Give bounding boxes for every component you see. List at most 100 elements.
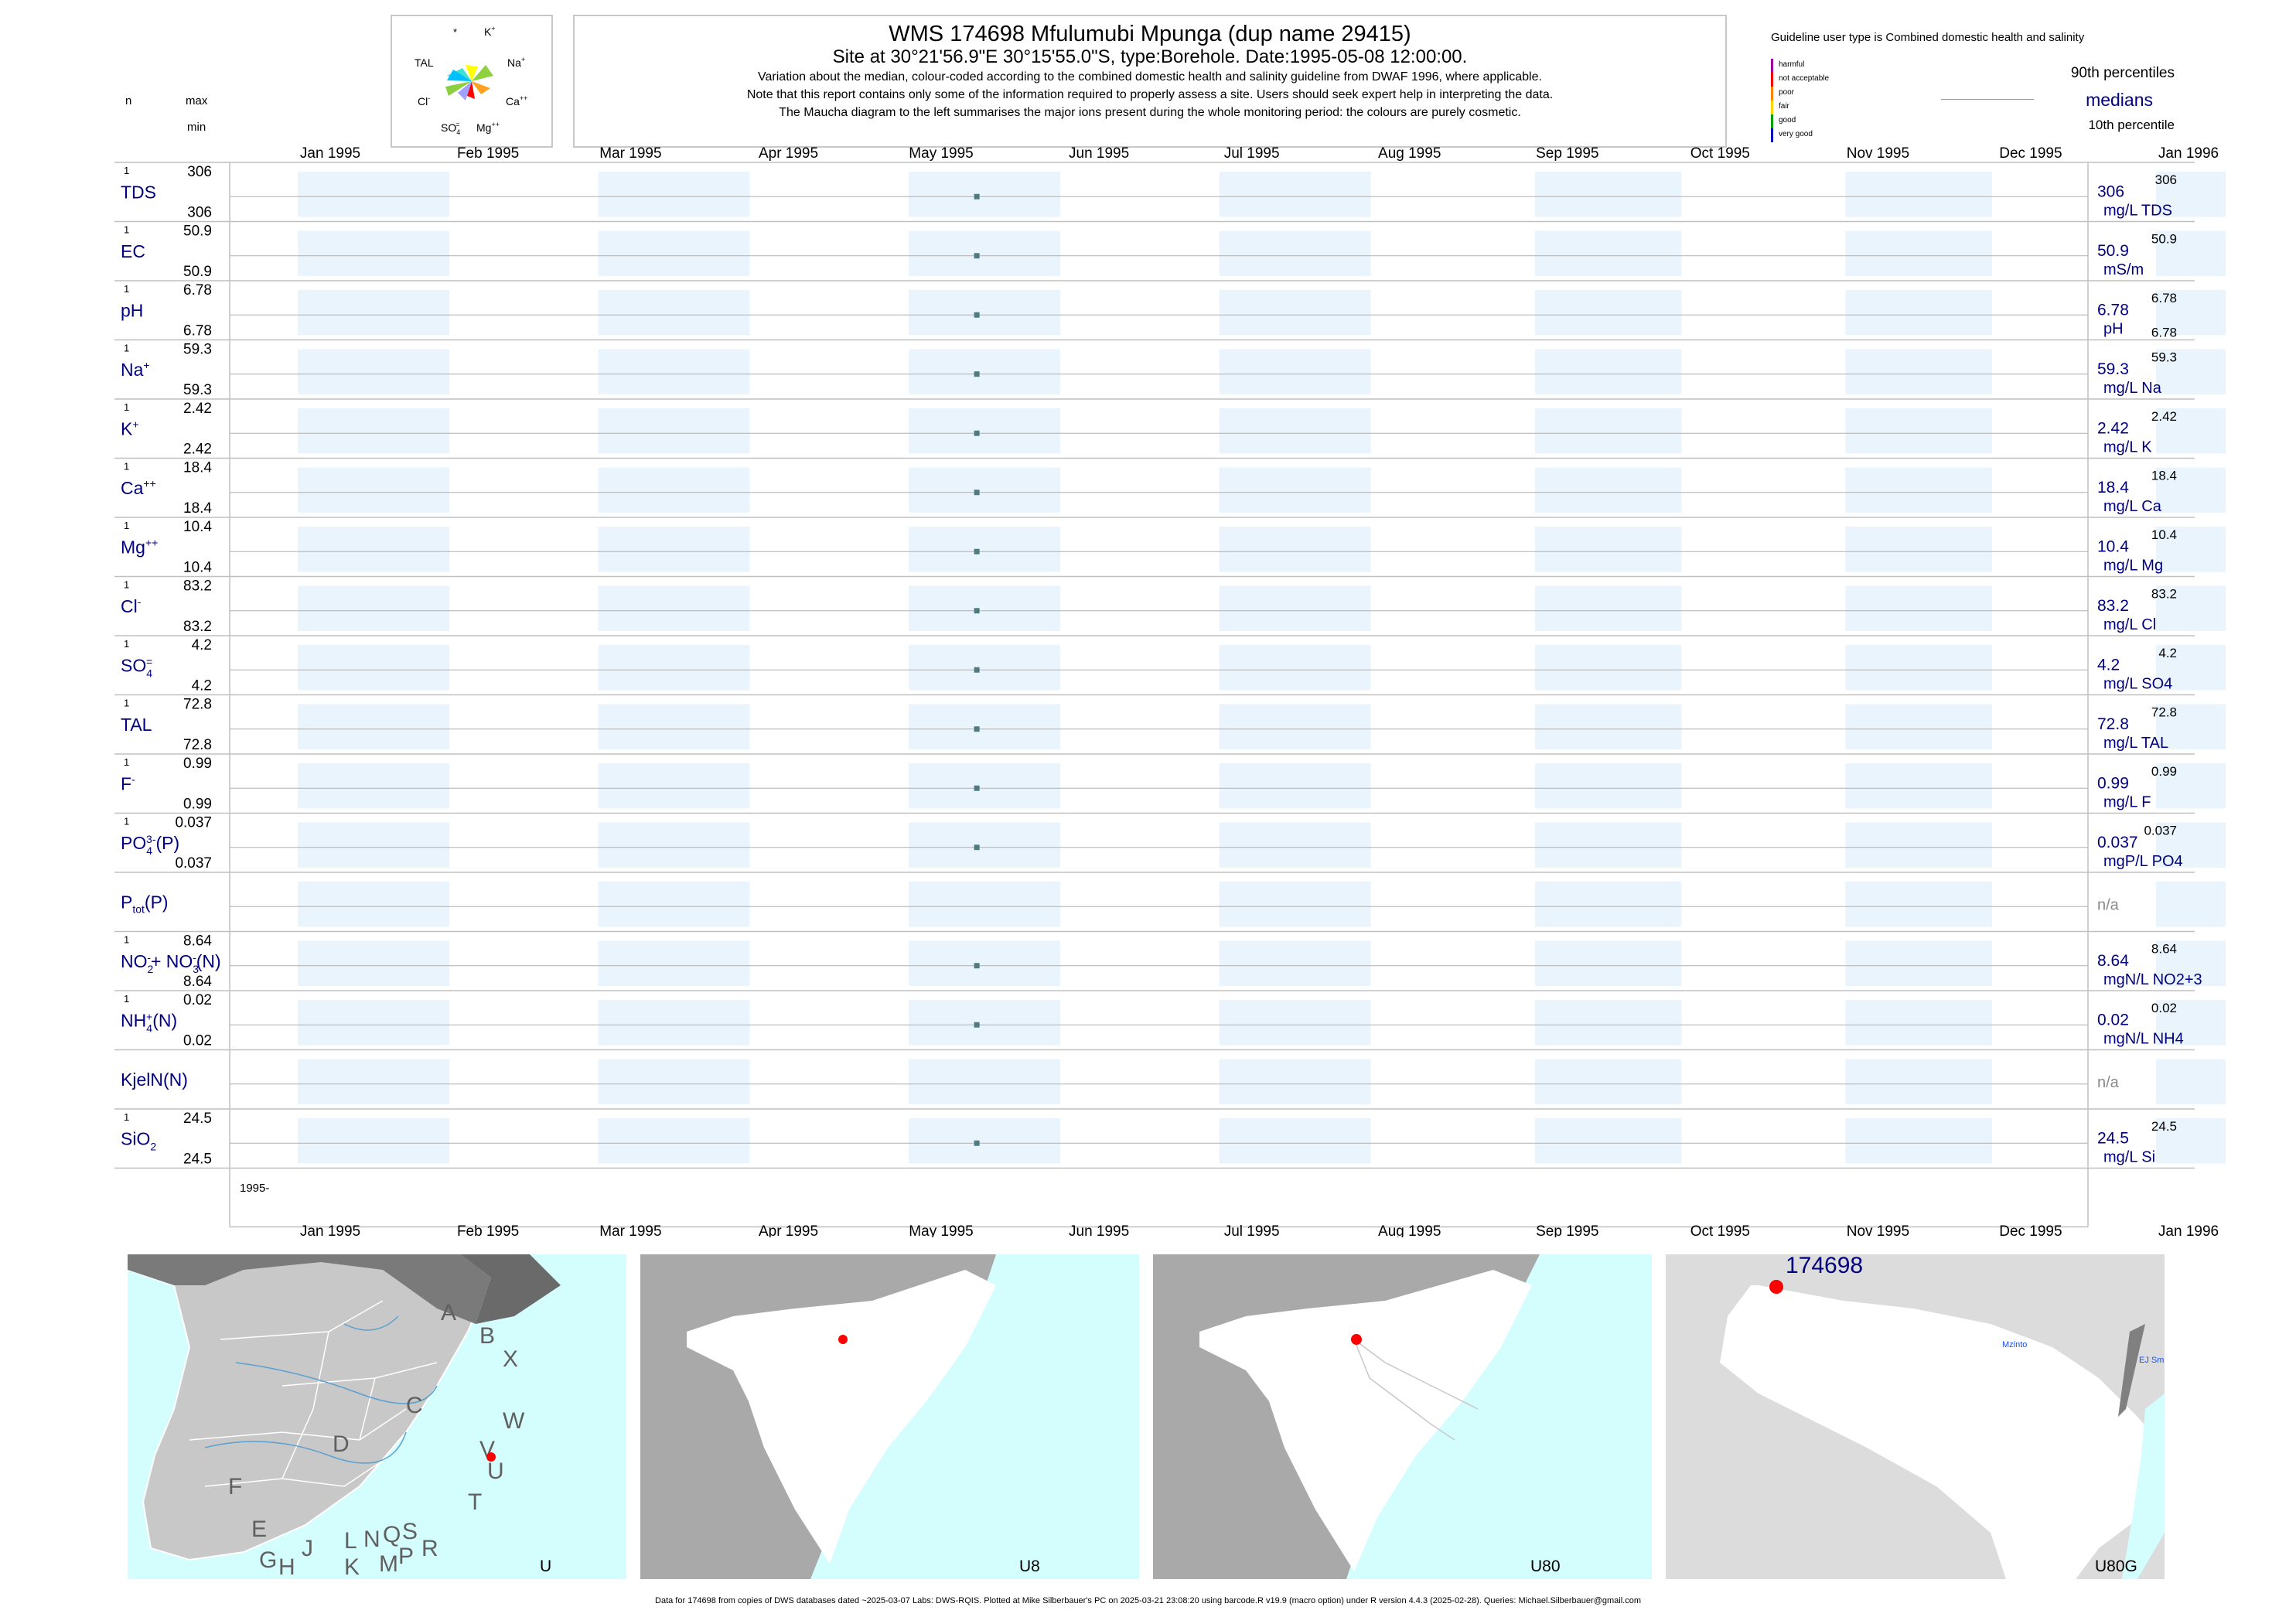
month-band xyxy=(598,1059,750,1104)
month-band xyxy=(1845,1000,1992,1046)
row-unit: mg/L F xyxy=(2103,793,2151,810)
map-region-letter: C xyxy=(406,1393,423,1418)
month-band xyxy=(598,467,750,513)
month-band xyxy=(1219,290,1371,336)
data-point-cl xyxy=(974,608,980,614)
month-band xyxy=(598,585,750,631)
month-band xyxy=(298,763,450,809)
x-tick-label-top: Jan 1995 xyxy=(300,145,360,162)
row-median: 8.64 xyxy=(2097,952,2129,970)
data-point-ph xyxy=(974,312,980,318)
row-min: 83.2 xyxy=(183,619,212,635)
month-band xyxy=(909,467,1061,513)
legend-colour-swatch xyxy=(1771,59,1773,73)
row-min: 0.99 xyxy=(183,797,212,813)
data-point-ec xyxy=(974,253,980,259)
map-u-label: U xyxy=(540,1557,551,1575)
variable-label: NH4+(N) xyxy=(121,1010,177,1034)
x-tick-label-top: Jan 1996 xyxy=(2158,145,2219,162)
guideline-text: Guideline user type is Combined domestic… xyxy=(1771,31,2085,44)
month-band xyxy=(1845,940,1992,986)
map-region-letter: J xyxy=(302,1536,313,1561)
row-median: 6.78 xyxy=(2097,301,2129,319)
map-region-letter: U xyxy=(487,1459,504,1484)
month-band xyxy=(1534,704,1682,749)
map-panel-u80g: 174698 Mzinto EJ Sm U80G xyxy=(1666,1254,2165,1579)
x-tick-label-bottom: Jan 1996 xyxy=(2158,1223,2219,1237)
row-max: 0.99 xyxy=(183,756,212,772)
map-region-letter: R xyxy=(421,1536,438,1561)
row-median: 0.037 xyxy=(2097,834,2138,851)
row-median: 72.8 xyxy=(2097,715,2129,733)
month-band xyxy=(909,349,1061,394)
row-unit: pH xyxy=(2103,320,2124,337)
map-region-letter: N xyxy=(363,1527,380,1552)
month-band xyxy=(1845,822,1992,868)
month-band xyxy=(598,230,750,276)
left-header-n: n xyxy=(125,94,132,107)
data-point-f xyxy=(974,785,980,791)
row-n: 1 xyxy=(124,520,129,531)
month-band xyxy=(1219,467,1371,513)
month-band xyxy=(298,1118,450,1164)
month-band xyxy=(1845,230,1992,276)
data-point-po4 xyxy=(974,844,980,851)
month-band xyxy=(909,1059,1061,1104)
month-band xyxy=(298,172,450,217)
row-p90: 72.8 xyxy=(2151,705,2177,720)
map-region-letter: A xyxy=(441,1300,456,1325)
row-max: 4.2 xyxy=(192,637,212,653)
x-tick-label-bottom: Apr 1995 xyxy=(759,1223,818,1237)
map-u80g-site-marker xyxy=(1769,1280,1783,1294)
report-header: WMS 174698 Mfulumubi Mpunga (dup name 29… xyxy=(574,17,1726,121)
x-tick-label-top: Apr 1995 xyxy=(759,145,818,162)
map-panel-u80: U80 xyxy=(1153,1254,1652,1579)
row-median: 50.9 xyxy=(2097,242,2129,260)
row-unit: mgN/L NH4 xyxy=(2103,1030,2184,1047)
month-band xyxy=(1534,1000,1682,1046)
legend-category-label: harmful xyxy=(1779,60,1804,69)
row-median-na: n/a xyxy=(2097,1074,2120,1091)
note-line-3: The Maucha diagram to the left summarise… xyxy=(779,106,1521,119)
month-band xyxy=(1845,408,1992,454)
row-min: 2.42 xyxy=(183,442,212,458)
data-point-ca xyxy=(974,490,980,496)
map-region-letter: P xyxy=(398,1544,414,1569)
month-band xyxy=(1534,172,1682,217)
legend-colour-swatch xyxy=(1771,114,1773,128)
x-tick-label-bottom: Jan 1995 xyxy=(300,1223,360,1237)
x-tick-label-top: Mar 1995 xyxy=(599,145,661,162)
legend-colour-swatch xyxy=(1771,73,1773,87)
variable-label: SO4= xyxy=(121,655,152,679)
legend-medians-line xyxy=(1941,99,2034,100)
month-band xyxy=(909,882,1061,927)
month-band xyxy=(1534,645,1682,691)
row-max: 8.64 xyxy=(183,933,212,950)
month-band xyxy=(1534,230,1682,276)
row-p90: 18.4 xyxy=(2151,469,2177,483)
row-min: 306 xyxy=(187,205,212,221)
row-unit: mg/L K xyxy=(2103,438,2152,455)
map-region-letter: M xyxy=(379,1551,398,1577)
month-band xyxy=(1845,763,1992,809)
maucha-star xyxy=(445,65,493,101)
month-band xyxy=(2156,822,2226,868)
month-band xyxy=(598,1000,750,1046)
month-band xyxy=(1534,1059,1682,1104)
row-median: 83.2 xyxy=(2097,597,2129,615)
row-unit: mgP/L PO4 xyxy=(2103,853,2183,870)
variable-label: KjelN(N) xyxy=(121,1070,188,1090)
month-band xyxy=(2156,290,2226,336)
row-min: 18.4 xyxy=(183,500,212,517)
legend-category-label: poor xyxy=(1779,88,1795,97)
row-min: 72.8 xyxy=(183,737,212,753)
x-tick-label-top: Jul 1995 xyxy=(1224,145,1280,162)
row-max: 0.037 xyxy=(175,815,212,831)
variable-label: TDS xyxy=(121,182,156,202)
row-p90: 8.64 xyxy=(2151,942,2177,957)
month-band xyxy=(1845,1118,1992,1164)
row-n: 1 xyxy=(124,934,129,946)
month-band xyxy=(909,822,1061,868)
row-min: 6.78 xyxy=(183,323,212,339)
